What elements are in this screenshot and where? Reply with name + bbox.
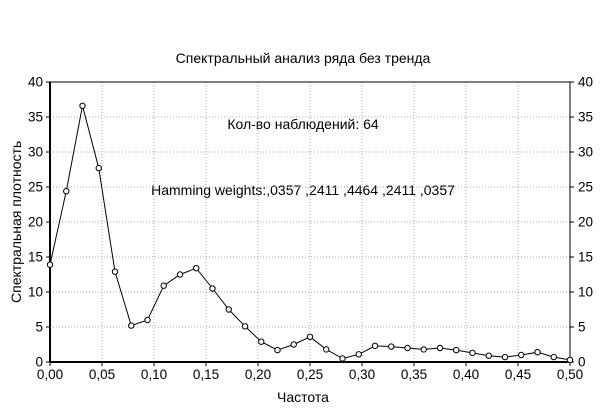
data-point-marker <box>306 333 314 340</box>
y-tick-label-right: 25 <box>578 180 593 195</box>
y-tick-label-right: 10 <box>578 285 593 300</box>
data-point-marker <box>111 268 119 275</box>
data-point-marker <box>160 282 167 289</box>
data-point-marker <box>404 344 411 352</box>
y-tick-label-left: 30 <box>28 145 43 160</box>
data-point-marker <box>144 316 151 324</box>
x-tick-label: 0,05 <box>89 367 115 382</box>
y-tick-label-left: 10 <box>28 285 43 300</box>
data-point-marker <box>355 351 362 358</box>
data-point-marker <box>534 349 541 356</box>
y-tick-label-left: 20 <box>28 215 43 230</box>
y-tick-label-left: 40 <box>28 75 43 90</box>
chart-subtitle-observations: Кол-во наблюдений: 64 <box>227 116 379 132</box>
y-tick-label-left: 15 <box>28 250 43 265</box>
data-point-marker <box>469 349 476 357</box>
data-point-marker <box>566 356 574 364</box>
data-point-marker <box>436 344 444 352</box>
data-point-marker <box>241 323 249 330</box>
data-point-marker <box>453 346 460 354</box>
y-tick-label-left: 35 <box>28 110 43 125</box>
chart-header: Спектральный анализ ряда без тренда Кол-… <box>0 3 606 245</box>
data-point-marker <box>388 343 395 350</box>
x-tick-label: 0,40 <box>453 367 479 382</box>
y-tick-label-left: 0 <box>35 355 43 370</box>
x-tick-label: 0,20 <box>245 367 271 382</box>
data-point-marker <box>63 188 70 195</box>
y-tick-label-right: 20 <box>578 215 593 230</box>
y-tick-label-left: 25 <box>28 180 43 195</box>
data-point-marker <box>176 271 184 278</box>
data-point-marker <box>258 338 265 345</box>
data-point-marker <box>371 342 379 350</box>
x-tick-label: 0,30 <box>349 367 375 382</box>
chart-title: Спектральный анализ ряда без тренда <box>175 50 431 66</box>
x-tick-label: 0,35 <box>401 367 427 382</box>
y-tick-label-right: 15 <box>578 250 593 265</box>
x-axis-title: Частота <box>277 389 329 405</box>
y-tick-label-right: 30 <box>578 145 593 160</box>
data-point-marker <box>501 353 509 361</box>
data-point-marker <box>485 352 492 359</box>
x-tick-label: 0,10 <box>141 367 167 382</box>
data-point-marker <box>79 102 86 110</box>
chart-subtitle-hamming-weights: Hamming weights:,0357 ,2411 ,4464 ,2411 … <box>151 182 455 198</box>
x-tick-label: 0,50 <box>557 367 583 382</box>
y-tick-label-right: 5 <box>578 320 586 335</box>
y-tick-label-right: 35 <box>578 110 593 125</box>
data-point-marker <box>339 355 346 362</box>
data-point-marker <box>290 341 297 348</box>
data-point-marker <box>95 164 102 172</box>
x-tick-label: 0,15 <box>193 367 219 382</box>
data-point-marker <box>274 346 281 354</box>
x-tick-label: 0,25 <box>297 367 323 382</box>
data-point-marker <box>550 353 557 361</box>
x-tick-label: 0,00 <box>37 367 63 382</box>
data-point-marker <box>193 265 200 272</box>
data-point-marker <box>518 351 525 359</box>
data-point-marker <box>420 346 427 353</box>
data-point-marker <box>128 322 135 329</box>
x-tick-label: 0,45 <box>505 367 531 382</box>
y-tick-label-left: 5 <box>35 320 43 335</box>
data-point-marker <box>209 285 216 292</box>
data-point-marker <box>323 346 330 353</box>
y-tick-label-right: 0 <box>578 355 586 370</box>
data-point-marker <box>225 306 232 313</box>
y-tick-label-right: 40 <box>578 75 593 90</box>
data-point-marker <box>46 261 54 268</box>
